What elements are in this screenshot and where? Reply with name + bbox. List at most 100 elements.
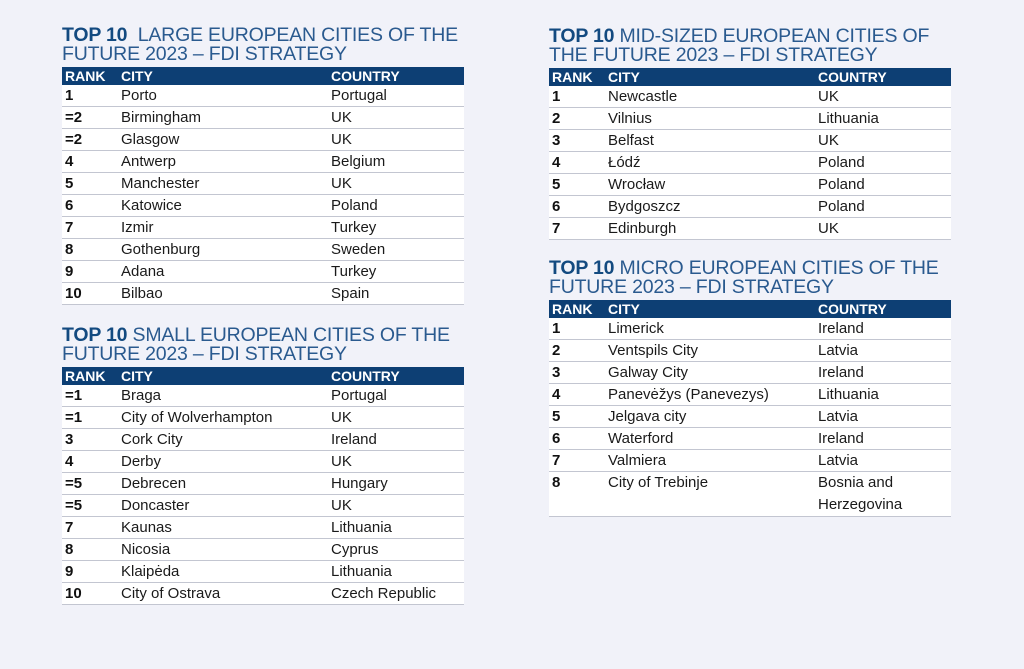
table-row: 3 Belfast UK <box>549 129 951 152</box>
micro-cities-panel: TOP 10 MICRO EUROPEAN CITIES OF THE FUTU… <box>549 257 951 517</box>
rank-cell: 3 <box>62 428 119 451</box>
city-cell: Gothenburg <box>119 238 329 261</box>
rank-cell: 8 <box>549 471 606 517</box>
small-cities-panel: TOP 10 SMALL EUROPEAN CITIES OF THE FUTU… <box>62 324 464 605</box>
table-row: 5 Manchester UK <box>62 172 464 195</box>
country-cell: UK <box>329 494 464 517</box>
rank-cell: 7 <box>62 516 119 539</box>
rank-cell: =5 <box>62 472 119 495</box>
city-cell: Braga <box>119 385 329 407</box>
country-cell: Portugal <box>329 385 464 407</box>
rank-cell: 3 <box>549 129 606 152</box>
city-cell: Limerick <box>606 318 816 340</box>
rank-cell: 1 <box>62 85 119 107</box>
table-row: 6 Bydgoszcz Poland <box>549 195 951 218</box>
table-row: 2 Vilnius Lithuania <box>549 107 951 130</box>
table-row: 7 Kaunas Lithuania <box>62 516 464 539</box>
rank-cell: 5 <box>549 405 606 428</box>
country-header: COUNTRY <box>329 67 464 85</box>
rank-header: RANK <box>62 367 119 385</box>
city-cell: Izmir <box>119 216 329 239</box>
rank-cell: =1 <box>62 385 119 407</box>
table-row: 7 Edinburgh UK <box>549 217 951 240</box>
table-row: 8 Nicosia Cyprus <box>62 538 464 561</box>
country-cell: Poland <box>816 151 951 174</box>
country-header: COUNTRY <box>816 300 951 318</box>
city-cell: Klaipėda <box>119 560 329 583</box>
city-header: CITY <box>606 68 816 86</box>
table-row: 5 Wrocław Poland <box>549 173 951 196</box>
city-cell: Glasgow <box>119 128 329 151</box>
large-cities-title: TOP 10 LARGE EUROPEAN CITIES OF THE FUTU… <box>62 25 464 64</box>
city-cell: Katowice <box>119 194 329 217</box>
country-cell: Ireland <box>329 428 464 451</box>
country-cell: UK <box>329 106 464 129</box>
rank-cell: 4 <box>549 151 606 174</box>
city-cell: Birmingham <box>119 106 329 129</box>
table-row: =2 Glasgow UK <box>62 128 464 151</box>
city-cell: City of Trebinje <box>606 471 816 517</box>
country-cell: Ireland <box>816 427 951 450</box>
country-cell: Poland <box>816 195 951 218</box>
city-cell: Porto <box>119 85 329 107</box>
city-cell: Valmiera <box>606 449 816 472</box>
rank-cell: 10 <box>62 282 119 305</box>
rank-cell: 3 <box>549 361 606 384</box>
table-row: 8 City of Trebinje Bosnia and Herzegovina <box>549 471 951 517</box>
micro-cities-title: TOP 10 MICRO EUROPEAN CITIES OF THE FUTU… <box>549 257 951 298</box>
rank-cell: 9 <box>62 260 119 283</box>
table-row: 4 Antwerp Belgium <box>62 150 464 173</box>
country-header: COUNTRY <box>329 367 464 385</box>
rank-cell: 2 <box>549 339 606 362</box>
title-lead: TOP 10 <box>549 25 615 47</box>
city-cell: Bydgoszcz <box>606 195 816 218</box>
country-cell: Latvia <box>816 339 951 362</box>
country-cell: Poland <box>816 173 951 196</box>
country-cell: Sweden <box>329 238 464 261</box>
title-lead: TOP 10 <box>549 257 615 279</box>
country-cell: Ireland <box>816 361 951 384</box>
rank-cell: 5 <box>62 172 119 195</box>
city-header: CITY <box>119 367 329 385</box>
small-cities-title: TOP 10 SMALL EUROPEAN CITIES OF THE FUTU… <box>62 324 464 365</box>
city-cell: Kaunas <box>119 516 329 539</box>
table-row: 2 Ventspils City Latvia <box>549 339 951 362</box>
title-rest: SMALL EUROPEAN CITIES OF THE FUTURE 2023… <box>62 324 450 365</box>
table-row: 9 Klaipėda Lithuania <box>62 560 464 583</box>
rank-cell: 4 <box>62 450 119 473</box>
city-cell: Derby <box>119 450 329 473</box>
title-rest: MICRO EUROPEAN CITIES OF THE FUTURE 2023… <box>549 257 939 298</box>
small-cities-table: RANK CITY COUNTRY =1 Braga Portugal =1 City… <box>62 367 464 605</box>
city-cell: Łódź <box>606 151 816 174</box>
table-row: =2 Birmingham UK <box>62 106 464 129</box>
country-cell: UK <box>329 406 464 429</box>
table-row: 7 Valmiera Latvia <box>549 449 951 472</box>
rank-cell: 6 <box>549 195 606 218</box>
rank-cell: =1 <box>62 406 119 429</box>
table-row: 4 Łódź Poland <box>549 151 951 174</box>
rank-cell: 7 <box>62 216 119 239</box>
country-cell: Bosnia and Herzegovina <box>816 471 951 517</box>
rank-cell: 6 <box>62 194 119 217</box>
city-cell: Nicosia <box>119 538 329 561</box>
city-cell: Doncaster <box>119 494 329 517</box>
rank-cell: =2 <box>62 106 119 129</box>
table-row: 9 Adana Turkey <box>62 260 464 283</box>
rank-cell: =5 <box>62 494 119 517</box>
country-cell: Cyprus <box>329 538 464 561</box>
country-cell: Ireland <box>816 318 951 340</box>
city-cell: City of Wolverhampton <box>119 406 329 429</box>
country-cell: Turkey <box>329 260 464 283</box>
table-row: 1 Porto Portugal <box>62 85 464 107</box>
table-header-row: RANK CITY COUNTRY <box>549 300 951 318</box>
country-cell: Latvia <box>816 405 951 428</box>
large-cities-table: RANK CITY COUNTRY 1 Porto Portugal =2 Birmi… <box>62 67 464 305</box>
country-cell: UK <box>816 86 951 108</box>
city-cell: Vilnius <box>606 107 816 130</box>
country-cell: UK <box>816 129 951 152</box>
country-cell: UK <box>329 128 464 151</box>
city-cell: Jelgava city <box>606 405 816 428</box>
table-row: =1 Braga Portugal <box>62 385 464 407</box>
country-cell: Belgium <box>329 150 464 173</box>
country-cell: Portugal <box>329 85 464 107</box>
